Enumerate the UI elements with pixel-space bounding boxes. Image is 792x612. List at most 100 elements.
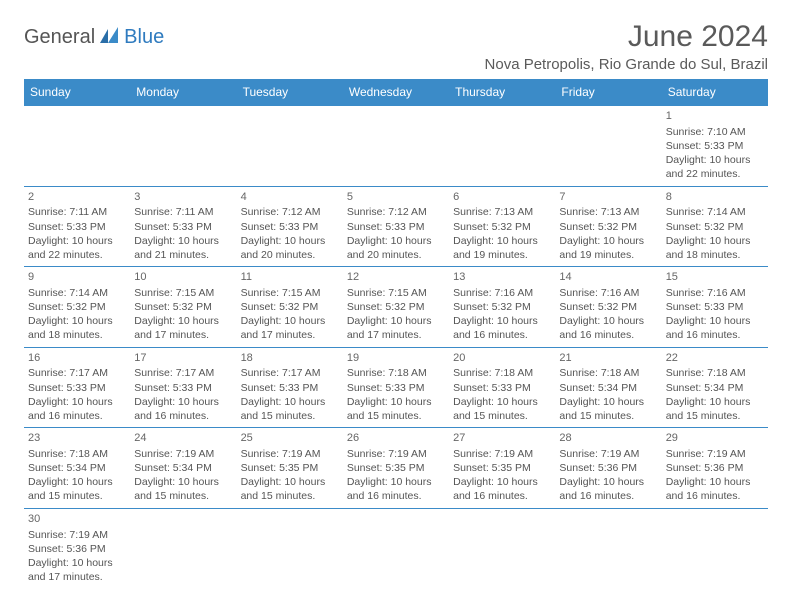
day-number: 13	[453, 270, 551, 285]
daylight-line: Daylight: 10 hours and 17 minutes.	[134, 314, 232, 342]
day-header: Wednesday	[343, 79, 449, 106]
logo-text-general: General	[24, 26, 95, 49]
sunset-line: Sunset: 5:33 PM	[28, 220, 126, 234]
sunrise-line: Sunrise: 7:19 AM	[559, 447, 657, 461]
daylight-line: Daylight: 10 hours and 20 minutes.	[241, 234, 339, 262]
calendar-day: 4Sunrise: 7:12 AMSunset: 5:33 PMDaylight…	[237, 186, 343, 267]
day-number: 10	[134, 270, 232, 285]
day-header: Tuesday	[237, 79, 343, 106]
month-title: June 2024	[485, 20, 768, 54]
calendar-week: 23Sunrise: 7:18 AMSunset: 5:34 PMDayligh…	[24, 428, 768, 509]
location-text: Nova Petropolis, Rio Grande do Sul, Braz…	[485, 56, 768, 73]
sunset-line: Sunset: 5:32 PM	[453, 220, 551, 234]
logo: General Blue	[24, 20, 164, 49]
calendar-day: 2Sunrise: 7:11 AMSunset: 5:33 PMDaylight…	[24, 186, 130, 267]
sunrise-line: Sunrise: 7:15 AM	[347, 286, 445, 300]
day-number: 7	[559, 190, 657, 205]
sunset-line: Sunset: 5:32 PM	[28, 300, 126, 314]
calendar-empty	[449, 508, 555, 588]
sunrise-line: Sunrise: 7:16 AM	[666, 286, 764, 300]
sunrise-line: Sunrise: 7:19 AM	[134, 447, 232, 461]
sunrise-line: Sunrise: 7:12 AM	[347, 205, 445, 219]
day-header: Monday	[130, 79, 236, 106]
calendar-header-row: SundayMondayTuesdayWednesdayThursdayFrid…	[24, 79, 768, 106]
sunrise-line: Sunrise: 7:16 AM	[559, 286, 657, 300]
calendar-day: 30Sunrise: 7:19 AMSunset: 5:36 PMDayligh…	[24, 508, 130, 588]
day-number: 15	[666, 270, 764, 285]
calendar-day: 8Sunrise: 7:14 AMSunset: 5:32 PMDaylight…	[662, 186, 768, 267]
daylight-line: Daylight: 10 hours and 16 minutes.	[559, 314, 657, 342]
title-block: June 2024 Nova Petropolis, Rio Grande do…	[485, 20, 768, 73]
calendar-day: 16Sunrise: 7:17 AMSunset: 5:33 PMDayligh…	[24, 347, 130, 428]
calendar-day: 3Sunrise: 7:11 AMSunset: 5:33 PMDaylight…	[130, 186, 236, 267]
day-number: 6	[453, 190, 551, 205]
sunset-line: Sunset: 5:32 PM	[134, 300, 232, 314]
sunset-line: Sunset: 5:32 PM	[347, 300, 445, 314]
sunrise-line: Sunrise: 7:13 AM	[453, 205, 551, 219]
sunrise-line: Sunrise: 7:18 AM	[28, 447, 126, 461]
day-number: 4	[241, 190, 339, 205]
calendar-day: 27Sunrise: 7:19 AMSunset: 5:35 PMDayligh…	[449, 428, 555, 509]
day-number: 18	[241, 351, 339, 366]
calendar-empty	[237, 106, 343, 187]
daylight-line: Daylight: 10 hours and 16 minutes.	[453, 475, 551, 503]
sunrise-line: Sunrise: 7:11 AM	[28, 205, 126, 219]
day-header: Sunday	[24, 79, 130, 106]
sunrise-line: Sunrise: 7:19 AM	[453, 447, 551, 461]
sunset-line: Sunset: 5:35 PM	[453, 461, 551, 475]
sunset-line: Sunset: 5:33 PM	[666, 139, 764, 153]
daylight-line: Daylight: 10 hours and 16 minutes.	[559, 475, 657, 503]
day-number: 17	[134, 351, 232, 366]
calendar-day: 22Sunrise: 7:18 AMSunset: 5:34 PMDayligh…	[662, 347, 768, 428]
calendar-day: 20Sunrise: 7:18 AMSunset: 5:33 PMDayligh…	[449, 347, 555, 428]
sunrise-line: Sunrise: 7:17 AM	[28, 366, 126, 380]
sunset-line: Sunset: 5:36 PM	[559, 461, 657, 475]
calendar-day: 15Sunrise: 7:16 AMSunset: 5:33 PMDayligh…	[662, 267, 768, 348]
calendar-empty	[555, 106, 661, 187]
calendar-day: 25Sunrise: 7:19 AMSunset: 5:35 PMDayligh…	[237, 428, 343, 509]
sunset-line: Sunset: 5:33 PM	[666, 300, 764, 314]
day-header: Saturday	[662, 79, 768, 106]
calendar-day: 26Sunrise: 7:19 AMSunset: 5:35 PMDayligh…	[343, 428, 449, 509]
daylight-line: Daylight: 10 hours and 15 minutes.	[453, 395, 551, 423]
day-number: 2	[28, 190, 126, 205]
day-number: 16	[28, 351, 126, 366]
daylight-line: Daylight: 10 hours and 16 minutes.	[28, 395, 126, 423]
day-number: 21	[559, 351, 657, 366]
day-header: Friday	[555, 79, 661, 106]
calendar-day: 21Sunrise: 7:18 AMSunset: 5:34 PMDayligh…	[555, 347, 661, 428]
day-number: 30	[28, 512, 126, 527]
calendar-day: 17Sunrise: 7:17 AMSunset: 5:33 PMDayligh…	[130, 347, 236, 428]
daylight-line: Daylight: 10 hours and 19 minutes.	[453, 234, 551, 262]
sunrise-line: Sunrise: 7:18 AM	[347, 366, 445, 380]
page-header: General Blue June 2024 Nova Petropolis, …	[24, 20, 768, 73]
calendar-day: 6Sunrise: 7:13 AMSunset: 5:32 PMDaylight…	[449, 186, 555, 267]
daylight-line: Daylight: 10 hours and 18 minutes.	[28, 314, 126, 342]
day-number: 26	[347, 431, 445, 446]
day-number: 11	[241, 270, 339, 285]
day-number: 24	[134, 431, 232, 446]
calendar-day: 7Sunrise: 7:13 AMSunset: 5:32 PMDaylight…	[555, 186, 661, 267]
calendar-empty	[24, 106, 130, 187]
sunrise-line: Sunrise: 7:10 AM	[666, 125, 764, 139]
sunrise-line: Sunrise: 7:15 AM	[241, 286, 339, 300]
sunset-line: Sunset: 5:32 PM	[666, 220, 764, 234]
calendar-day: 1Sunrise: 7:10 AMSunset: 5:33 PMDaylight…	[662, 106, 768, 187]
calendar-day: 12Sunrise: 7:15 AMSunset: 5:32 PMDayligh…	[343, 267, 449, 348]
sunset-line: Sunset: 5:36 PM	[666, 461, 764, 475]
calendar-week: 1Sunrise: 7:10 AMSunset: 5:33 PMDaylight…	[24, 106, 768, 187]
calendar-empty	[130, 508, 236, 588]
flag-icon	[100, 27, 122, 48]
sunset-line: Sunset: 5:32 PM	[559, 220, 657, 234]
day-number: 28	[559, 431, 657, 446]
sunrise-line: Sunrise: 7:17 AM	[134, 366, 232, 380]
sunrise-line: Sunrise: 7:12 AM	[241, 205, 339, 219]
day-number: 29	[666, 431, 764, 446]
sunrise-line: Sunrise: 7:15 AM	[134, 286, 232, 300]
sunrise-line: Sunrise: 7:18 AM	[453, 366, 551, 380]
daylight-line: Daylight: 10 hours and 15 minutes.	[241, 475, 339, 503]
sunset-line: Sunset: 5:33 PM	[134, 381, 232, 395]
day-number: 5	[347, 190, 445, 205]
calendar-week: 16Sunrise: 7:17 AMSunset: 5:33 PMDayligh…	[24, 347, 768, 428]
sunset-line: Sunset: 5:33 PM	[453, 381, 551, 395]
